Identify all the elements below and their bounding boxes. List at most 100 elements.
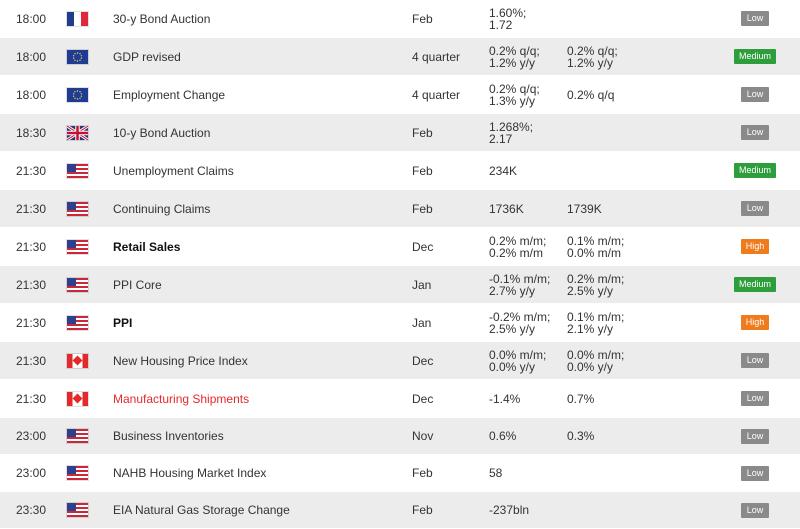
- canada-flag-icon: [66, 353, 88, 368]
- table-row[interactable]: 18:00 Employment Change 4 quarter 0.2% q…: [0, 76, 800, 114]
- event-period: Dec: [412, 353, 434, 368]
- importance-badge: Medium: [733, 277, 776, 292]
- event-forecast: 0.1% m/m; 2.1% y/y: [567, 309, 625, 336]
- event-forecast: [567, 492, 657, 528]
- event-forecast: [567, 114, 657, 151]
- event-actual: -0.1% m/m; 2.7% y/y: [489, 271, 551, 298]
- event-time: 18:00: [15, 87, 46, 102]
- us-flag-icon: [66, 163, 88, 178]
- event-period: Jan: [412, 315, 432, 330]
- us-flag-icon: [66, 201, 88, 216]
- event-forecast: 0.1% m/m; 0.0% m/m: [567, 233, 625, 260]
- table-row[interactable]: 21:30 Retail Sales Dec 0.2% m/m; 0.2% m/m…: [0, 228, 800, 266]
- event-time: 21:30: [15, 277, 46, 292]
- event-name[interactable]: Business Inventories: [113, 429, 224, 443]
- importance-badge: Medium: [733, 163, 776, 178]
- event-name[interactable]: 30-y Bond Auction: [113, 11, 211, 26]
- event-time: 21:30: [15, 163, 46, 178]
- table-row[interactable]: 21:30 New Housing Price Index Dec 0.0% m…: [0, 342, 800, 380]
- event-actual: 0.2% q/q; 1.3% y/y: [489, 81, 540, 108]
- event-period: Feb: [412, 125, 433, 140]
- event-time: 21:30: [15, 353, 46, 368]
- event-time: 21:30: [15, 391, 46, 406]
- importance-badge: High: [740, 315, 770, 330]
- importance-badge: Low: [741, 502, 769, 518]
- event-time: 23:00: [15, 466, 46, 480]
- event-forecast: 0.3%: [567, 429, 595, 443]
- event-name[interactable]: PPI Core: [113, 277, 162, 292]
- event-name[interactable]: NAHB Housing Market Index: [113, 466, 267, 480]
- us-flag-icon: [66, 277, 88, 292]
- event-forecast: 0.0% m/m; 0.0% y/y: [567, 347, 625, 374]
- event-time: 23:30: [15, 503, 46, 517]
- event-time: 23:00: [15, 429, 46, 443]
- event-name[interactable]: PPI: [113, 315, 133, 330]
- event-period: Feb: [412, 503, 433, 517]
- event-period: Dec: [412, 239, 434, 254]
- event-time: 18:00: [15, 49, 46, 64]
- table-row[interactable]: 18:00 30-y Bond Auction Feb 1.60%; 1.72 L…: [0, 0, 800, 38]
- table-row[interactable]: 23:00 NAHB Housing Market Index Feb 58 L…: [0, 455, 800, 492]
- event-name[interactable]: 10-y Bond Auction: [113, 125, 211, 140]
- us-flag-icon: [66, 466, 88, 480]
- event-name[interactable]: Retail Sales: [113, 239, 181, 254]
- event-actual: 0.6%: [489, 429, 517, 443]
- event-period: Nov: [412, 429, 434, 443]
- event-forecast: 0.2% q/q; 1.2% y/y: [567, 43, 618, 70]
- event-actual: 0.2% q/q; 1.2% y/y: [489, 43, 540, 70]
- event-period: Feb: [412, 201, 433, 216]
- table-row[interactable]: 21:30 Unemployment Claims Feb 234K Mediu…: [0, 152, 800, 190]
- event-time: 21:30: [15, 239, 46, 254]
- event-name[interactable]: Employment Change: [113, 87, 226, 102]
- table-row[interactable]: 18:00 GDP revised 4 quarter 0.2% q/q; 1.2…: [0, 38, 800, 76]
- event-name[interactable]: Continuing Claims: [113, 201, 211, 216]
- importance-badge: Low: [741, 87, 769, 102]
- importance-badge: Low: [741, 465, 769, 481]
- event-forecast: [567, 455, 657, 491]
- event-actual: 1.268%; 2.17: [489, 119, 534, 146]
- event-actual: 0.0% m/m; 0.0% y/y: [489, 347, 547, 374]
- event-forecast: [567, 152, 657, 189]
- table-row[interactable]: 21:30 Continuing Claims Feb 1736K 1739K …: [0, 190, 800, 228]
- table-row[interactable]: 18:30 10-y Bond Auction Feb 1.268%; 2.17 …: [0, 114, 800, 152]
- importance-badge: High: [740, 239, 770, 254]
- eu-flag-icon: [66, 87, 88, 102]
- event-period: Feb: [412, 466, 433, 480]
- table-row[interactable]: 21:30 PPI Core Jan -0.1% m/m; 2.7% y/y 0.…: [0, 266, 800, 304]
- eu-flag-icon: [66, 49, 88, 64]
- event-actual: -0.2% m/m; 2.5% y/y: [489, 309, 551, 336]
- event-name[interactable]: Manufacturing Shipments: [113, 391, 250, 406]
- event-actual: 1.60%; 1.72: [489, 5, 527, 32]
- table-row[interactable]: 23:00 Business Inventories Nov 0.6% 0.3%…: [0, 418, 800, 455]
- table-row[interactable]: 21:30 Manufacturing Shipments Dec -1.4% …: [0, 380, 800, 418]
- event-name[interactable]: GDP revised: [113, 49, 181, 64]
- event-name[interactable]: New Housing Price Index: [113, 353, 248, 368]
- event-time: 21:30: [15, 315, 46, 330]
- event-forecast: 0.2% m/m; 2.5% y/y: [567, 271, 625, 298]
- canada-flag-icon: [66, 391, 88, 406]
- event-period: Jan: [412, 277, 432, 292]
- importance-badge: Low: [741, 391, 769, 406]
- table-row[interactable]: 23:30 EIA Natural Gas Storage Change Feb…: [0, 492, 800, 529]
- event-forecast: [567, 0, 657, 37]
- event-actual: -237bln: [489, 503, 530, 517]
- event-time: 21:30: [15, 201, 46, 216]
- event-period: 4 quarter: [412, 49, 461, 64]
- importance-badge: Low: [741, 125, 769, 140]
- event-forecast: 0.2% q/q: [567, 87, 615, 102]
- event-time: 18:00: [15, 11, 46, 26]
- event-actual: 0.2% m/m; 0.2% m/m: [489, 233, 547, 260]
- event-period: Feb: [412, 163, 433, 178]
- table-row[interactable]: 21:30 PPI Jan -0.2% m/m; 2.5% y/y 0.1% m/…: [0, 304, 800, 342]
- importance-badge: Low: [741, 201, 769, 216]
- event-actual: -1.4%: [489, 391, 521, 406]
- event-name[interactable]: EIA Natural Gas Storage Change: [113, 503, 290, 517]
- importance-badge: Low: [741, 353, 769, 368]
- event-period: 4 quarter: [412, 87, 461, 102]
- us-flag-icon: [66, 503, 88, 517]
- event-actual: 234K: [489, 163, 518, 178]
- event-actual: 58: [489, 466, 503, 480]
- event-name[interactable]: Unemployment Claims: [113, 163, 234, 178]
- event-actual: 1736K: [489, 201, 524, 216]
